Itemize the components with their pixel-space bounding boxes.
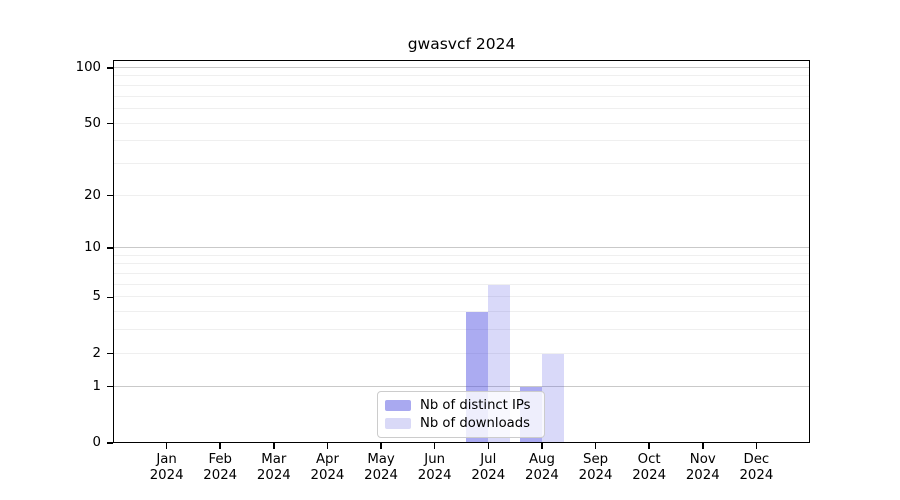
- x-tick-mark: [219, 443, 221, 449]
- y-tick-mark: [107, 296, 113, 299]
- y-tick-mark: [107, 442, 113, 444]
- y-tick-label: 50: [84, 115, 101, 131]
- x-tick-mark: [433, 443, 436, 449]
- x-tick-year: 2024: [364, 467, 398, 483]
- x-tick-month: Jun: [424, 452, 446, 467]
- y-tick-label: 2: [92, 345, 101, 361]
- x-tick-mark: [487, 443, 490, 449]
- x-tick-label: Jan 2024: [135, 452, 199, 483]
- x-tick-label: Aug 2024: [510, 452, 574, 483]
- plot-area: [113, 60, 810, 443]
- x-tick-mark: [380, 443, 382, 449]
- legend-swatch-icon: [385, 400, 411, 412]
- y-tick-mark: [107, 194, 113, 197]
- major-gridline: [113, 385, 810, 387]
- x-tick-year: 2024: [256, 467, 291, 483]
- x-tick-label: Apr 2024: [295, 452, 359, 483]
- x-tick-year: 2024: [471, 467, 506, 483]
- x-tick-label: Jul 2024: [456, 452, 520, 483]
- x-tick-label: Dec 2024: [724, 452, 788, 483]
- x-tick-month: Sep: [583, 452, 609, 467]
- chart-title: gwasvcf 2024: [407, 35, 516, 53]
- minor-gridline: [113, 283, 810, 285]
- x-tick-mark: [755, 443, 758, 449]
- y-tick-mark: [107, 122, 113, 125]
- x-tick-mark: [273, 443, 275, 449]
- minor-gridline: [113, 194, 810, 196]
- minor-gridline: [113, 254, 810, 256]
- y-tick-label: 20: [84, 187, 101, 203]
- x-tick-mark: [326, 443, 329, 449]
- minor-gridline: [113, 84, 810, 86]
- x-tick-month: Dec: [743, 452, 770, 467]
- x-tick-year: 2024: [203, 467, 238, 483]
- minor-gridline: [113, 122, 810, 124]
- x-tick-mark: [648, 443, 650, 449]
- x-tick-mark: [541, 443, 543, 449]
- minor-gridline: [113, 95, 810, 97]
- minor-gridline: [113, 273, 810, 275]
- y-tick-mark: [107, 67, 113, 69]
- x-tick-year: 2024: [632, 467, 667, 483]
- x-tick-year: 2024: [149, 467, 184, 483]
- x-tick-mark: [165, 443, 168, 449]
- major-gridline: [113, 247, 810, 249]
- minor-gridline: [113, 329, 810, 331]
- minor-gridline: [113, 162, 810, 164]
- x-tick-year: 2024: [310, 467, 345, 483]
- minor-gridline: [113, 140, 810, 142]
- x-tick-month: Mar: [261, 452, 287, 467]
- legend-entry: Nb of downloads: [385, 416, 536, 431]
- y-tick-mark: [107, 385, 113, 388]
- legend: Nb of distinct IPs Nb of downloads: [377, 391, 545, 438]
- y-tick-label: 0: [92, 435, 101, 450]
- minor-gridline: [113, 296, 810, 298]
- minor-gridline: [113, 75, 810, 77]
- x-tick-month: Jul: [480, 452, 497, 467]
- x-tick-month: May: [367, 452, 395, 467]
- y-tick-mark: [107, 247, 113, 249]
- legend-entry: Nb of distinct IPs: [385, 398, 536, 413]
- x-tick-month: Jan: [156, 452, 177, 467]
- x-tick-label: Feb 2024: [188, 452, 252, 483]
- x-tick-label: Jun 2024: [403, 452, 467, 483]
- x-tick-year: 2024: [578, 467, 613, 483]
- minor-gridline: [113, 311, 810, 313]
- major-gridline: [113, 67, 810, 68]
- x-tick-label: Oct 2024: [617, 452, 681, 483]
- minor-gridline: [113, 352, 810, 354]
- x-tick-mark: [594, 443, 597, 449]
- x-tick-label: Sep 2024: [564, 452, 628, 483]
- x-tick-label: Nov 2024: [671, 452, 735, 483]
- x-tick-month: Apr: [315, 452, 339, 467]
- x-tick-month: Oct: [637, 452, 661, 467]
- y-tick-label: 100: [75, 59, 101, 75]
- x-tick-month: Aug: [528, 452, 555, 467]
- y-tick-label: 10: [84, 240, 101, 256]
- legend-label: Nb of distinct IPs: [420, 398, 531, 414]
- x-tick-month: Feb: [208, 452, 232, 467]
- minor-gridline: [113, 263, 810, 265]
- legend-swatch-icon: [385, 417, 411, 429]
- x-tick-year: 2024: [739, 467, 774, 483]
- x-tick-year: 2024: [525, 467, 559, 483]
- minor-gridline: [113, 107, 810, 109]
- legend-label: Nb of downloads: [420, 415, 530, 431]
- bar-downloads: [541, 353, 564, 443]
- x-tick-year: 2024: [685, 467, 720, 483]
- x-tick-label: Mar 2024: [242, 452, 306, 483]
- y-tick-label: 5: [92, 289, 101, 305]
- x-tick-mark: [702, 443, 704, 449]
- y-tick-mark: [107, 352, 113, 355]
- x-tick-year: 2024: [417, 467, 452, 483]
- x-tick-month: Nov: [689, 452, 716, 467]
- y-tick-label: 1: [92, 378, 101, 394]
- x-tick-label: May 2024: [349, 452, 413, 483]
